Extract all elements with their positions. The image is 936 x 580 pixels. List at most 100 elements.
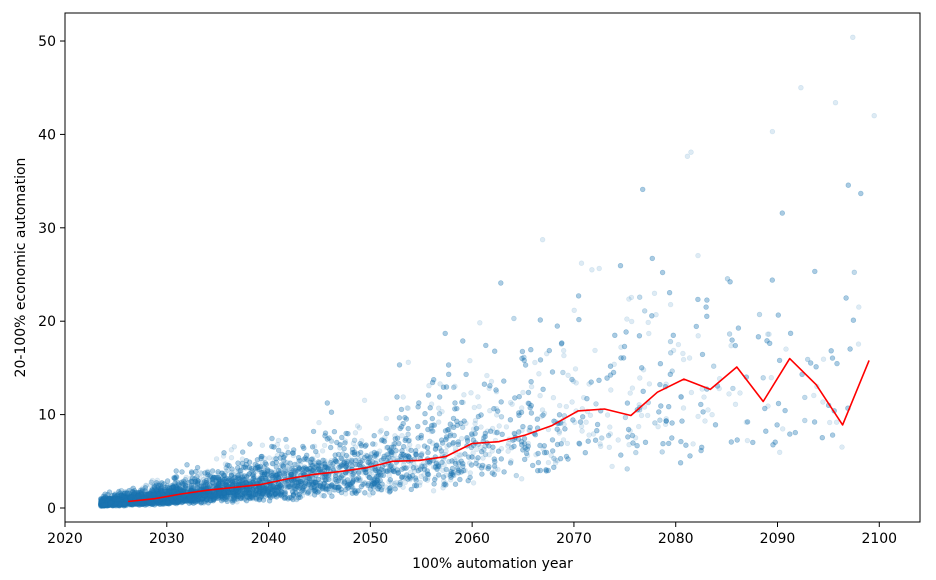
- scatter-point: [192, 498, 198, 504]
- scatter-point: [122, 492, 128, 498]
- scatter-point: [452, 459, 458, 465]
- scatter-point: [255, 490, 262, 497]
- scatter-point: [220, 491, 227, 498]
- scatter-point: [385, 452, 392, 458]
- scatter-point: [322, 458, 328, 464]
- scatter-point: [354, 423, 361, 429]
- scatter-point: [172, 475, 179, 481]
- scatter-point: [471, 404, 477, 411]
- scatter-point: [110, 495, 116, 501]
- scatter-point: [645, 319, 651, 326]
- scatter-point: [105, 502, 112, 508]
- scatter-point: [245, 487, 252, 493]
- scatter-point: [182, 497, 189, 504]
- scatter-point: [100, 496, 107, 502]
- scatter-point: [264, 466, 270, 473]
- scatter-point: [310, 457, 316, 463]
- scatter-point: [372, 441, 378, 447]
- scatter-point: [350, 440, 357, 446]
- scatter-point: [475, 394, 481, 400]
- scatter-point: [273, 472, 279, 479]
- scatter-point: [110, 497, 117, 503]
- scatter-point: [208, 483, 215, 489]
- scatter-point: [375, 469, 381, 476]
- scatter-point: [186, 494, 193, 500]
- scatter-point: [118, 499, 125, 505]
- scatter-point: [242, 465, 249, 471]
- scatter-point: [178, 482, 184, 488]
- scatter-point: [295, 458, 302, 465]
- scatter-point: [855, 341, 862, 347]
- scatter-point: [425, 471, 431, 477]
- scatter-point: [311, 488, 317, 494]
- scatter-point: [744, 437, 751, 444]
- scatter-point: [256, 476, 262, 482]
- scatter-point: [820, 399, 826, 405]
- scatter-point: [444, 443, 450, 450]
- scatter-point: [524, 452, 531, 459]
- scatter-point: [389, 451, 395, 458]
- scatter-point: [101, 503, 108, 509]
- scatter-point: [206, 473, 213, 479]
- scatter-point: [695, 413, 701, 420]
- scatter-point: [743, 419, 749, 425]
- scatter-point: [311, 461, 318, 467]
- scatter-point: [196, 484, 202, 491]
- scatter-point: [105, 500, 111, 507]
- scatter-point: [638, 412, 645, 419]
- scatter-point: [351, 450, 357, 456]
- scatter-point: [418, 462, 425, 468]
- scatter-point: [117, 498, 123, 505]
- scatter-point: [99, 499, 105, 505]
- scatter-point: [114, 499, 120, 506]
- scatter-point: [637, 375, 643, 381]
- scatter-point: [437, 381, 443, 387]
- scatter-point: [136, 493, 142, 500]
- scatter-point: [303, 485, 309, 491]
- scatter-point: [488, 378, 495, 385]
- scatter-point: [353, 490, 359, 497]
- scatter-point: [174, 496, 180, 503]
- scatter-point: [135, 492, 142, 498]
- scatter-point: [257, 475, 264, 482]
- scatter-point: [304, 466, 310, 472]
- scatter-point: [100, 496, 106, 502]
- scatter-point: [157, 485, 163, 492]
- scatter-point: [99, 502, 105, 509]
- scatter-point: [212, 482, 218, 489]
- scatter-point: [127, 493, 133, 499]
- scatter-point: [572, 366, 579, 372]
- scatter-point: [592, 347, 598, 354]
- scatter-point: [342, 479, 348, 486]
- scatter-point: [274, 489, 281, 495]
- scatter-point: [339, 472, 345, 478]
- scatter-point: [120, 492, 127, 498]
- scatter-point: [128, 493, 135, 499]
- scatter-point: [402, 479, 408, 486]
- scatter-point: [156, 501, 162, 507]
- scatter-point: [104, 501, 110, 508]
- scatter-point: [116, 497, 122, 504]
- scatter-point: [765, 403, 771, 409]
- scatter-point: [233, 469, 239, 475]
- scatter-point: [383, 415, 389, 422]
- scatter-point: [228, 469, 235, 475]
- scatter-point: [137, 494, 143, 500]
- scatter-point: [598, 435, 605, 441]
- scatter-point: [377, 472, 384, 478]
- scatter-point: [149, 500, 156, 506]
- scatter-point: [192, 497, 198, 503]
- scatter-point: [157, 483, 164, 489]
- scatter-point: [396, 482, 403, 488]
- scatter-point: [176, 497, 183, 503]
- scatter-point: [334, 481, 340, 487]
- scatter-point: [518, 405, 525, 411]
- scatter-point: [239, 456, 246, 462]
- scatter-point: [148, 487, 154, 493]
- scatter-point: [418, 451, 425, 457]
- scatter-point: [663, 416, 669, 422]
- scatter-point: [105, 500, 111, 506]
- scatter-point: [287, 465, 293, 472]
- scatter-point: [296, 478, 302, 485]
- scatter-point: [117, 499, 124, 506]
